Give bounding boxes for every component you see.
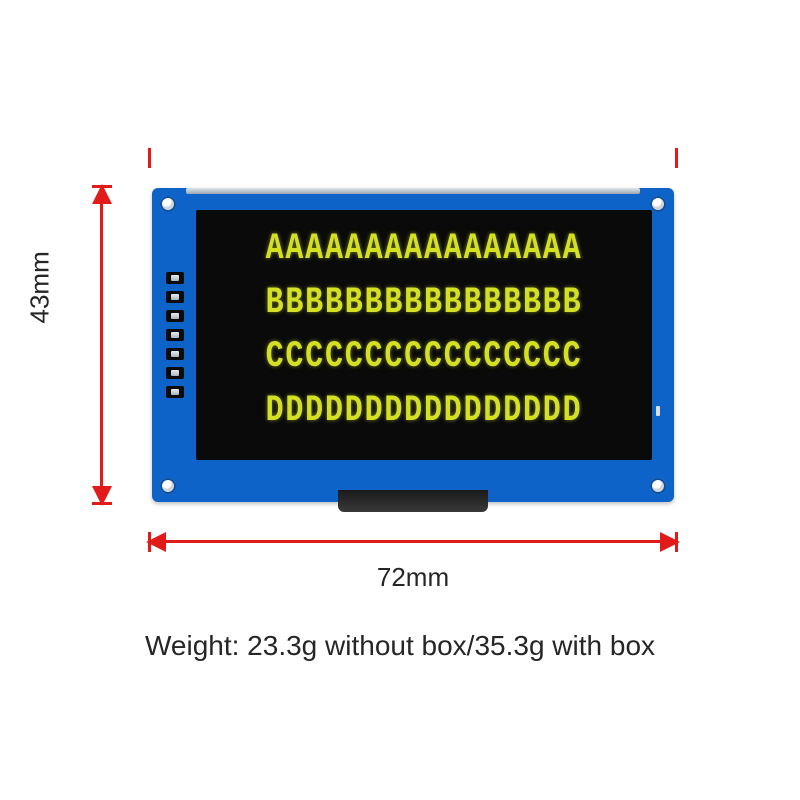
- dimension-height-arrow: [90, 186, 114, 504]
- pin-icon: [166, 329, 184, 341]
- oled-glass: AAAAAAAAAAAAAAAA BBBBBBBBBBBBBBBB CCCCCC…: [196, 210, 652, 460]
- pin-icon: [166, 348, 184, 360]
- height-dimension-label: 43mm: [25, 264, 56, 324]
- pin-icon: [166, 310, 184, 322]
- dimension-tick: [675, 532, 678, 552]
- dimension-top-bracket: [148, 150, 678, 166]
- oled-active-area: AAAAAAAAAAAAAAAA BBBBBBBBBBBBBBBB CCCCCC…: [208, 224, 640, 434]
- pin-icon: [166, 367, 184, 379]
- oled-text-row: BBBBBBBBBBBBBBBB: [214, 284, 634, 322]
- pin-icon: [166, 386, 184, 398]
- oled-text-row: DDDDDDDDDDDDDDDD: [214, 392, 634, 430]
- pin-header: [166, 272, 186, 398]
- dimension-tick: [675, 148, 678, 168]
- dimension-tick: [148, 148, 151, 168]
- pin-icon: [166, 291, 184, 303]
- flex-cable-icon: [338, 490, 488, 512]
- mounting-hole-icon: [650, 196, 666, 212]
- dimension-line: [100, 186, 103, 504]
- dimension-width-arrow: [148, 530, 678, 554]
- weight-caption: Weight: 23.3g without box/35.3g with box: [0, 630, 800, 662]
- oled-text-row: AAAAAAAAAAAAAAAA: [214, 230, 634, 268]
- mounting-hole-icon: [160, 196, 176, 212]
- oled-module-pcb: AAAAAAAAAAAAAAAA BBBBBBBBBBBBBBBB CCCCCC…: [152, 188, 674, 502]
- mounting-hole-icon: [650, 478, 666, 494]
- oled-text-row: CCCCCCCCCCCCCCCC: [214, 338, 634, 376]
- pin-icon: [166, 272, 184, 284]
- product-dimension-figure: 43mm AAAAAAAAAAAAAAAA BBBBBBBBBBBBBBBB C…: [0, 0, 800, 800]
- dimension-tick: [92, 502, 112, 505]
- mounting-hole-icon: [160, 478, 176, 494]
- dimension-line: [148, 540, 678, 543]
- width-dimension-label: 72mm: [148, 562, 678, 593]
